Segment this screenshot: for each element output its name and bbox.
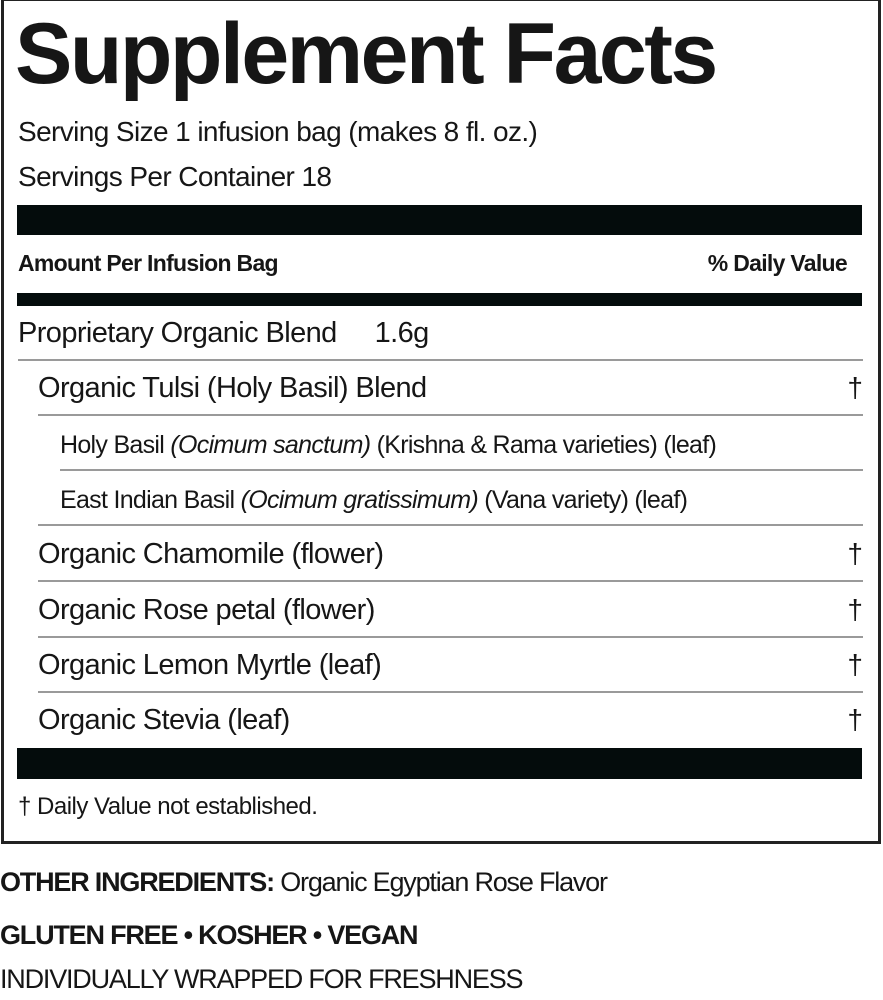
daily-value-header: % Daily Value: [707, 250, 848, 276]
ingredient-row: Organic Lemon Myrtle (leaf) †: [38, 638, 863, 693]
dagger-mark: †: [847, 594, 863, 625]
ingredient-name: Organic Stevia (leaf): [38, 704, 290, 736]
ingredient-name: Organic Chamomile (flower): [38, 538, 384, 570]
medium-divider: [17, 293, 862, 306]
ingredient-name: Organic Rose petal (flower): [38, 594, 375, 626]
ingredient-detail: (Krishna & Rama varieties) (leaf): [370, 431, 717, 459]
thick-divider: [17, 205, 862, 235]
packaging-note: INDIVIDUALLY WRAPPED FOR FRESHNESS: [0, 964, 524, 994]
ingredient-name: Holy Basil: [60, 431, 171, 459]
dagger-mark: †: [847, 372, 863, 403]
thick-divider: [17, 748, 862, 779]
blend-row: Proprietary Organic Blend 1.6g: [18, 306, 863, 361]
panel-title: Supplement Facts: [15, 6, 718, 102]
ingredient-row: Organic Stevia (leaf) †: [38, 693, 863, 748]
supplement-facts-panel: [1, 0, 881, 844]
dietary-claims: GLUTEN FREE • KOSHER • VEGAN: [0, 920, 419, 950]
dagger-mark: †: [847, 704, 863, 735]
dagger-mark: †: [847, 538, 863, 569]
ingredient-row: Organic Chamomile (flower) †: [38, 527, 863, 582]
other-ingredients-label: OTHER INGREDIENTS:: [0, 867, 275, 897]
ingredient-row: Organic Rose petal (flower) †: [38, 583, 863, 638]
amount-header: Amount Per Infusion Bag: [18, 250, 279, 276]
other-ingredients: OTHER INGREDIENTS: Organic Egyptian Rose…: [0, 866, 608, 898]
latin-name: (Ocimum sanctum): [170, 431, 371, 459]
ingredient-row: Holy Basil (Ocimum sanctum) (Krishna & R…: [60, 416, 863, 471]
ingredient-row: East Indian Basil (Ocimum gratissimum) (…: [38, 471, 863, 526]
ingredient-detail: (Vana variety) (leaf): [477, 486, 688, 514]
ingredient-row: Organic Tulsi (Holy Basil) Blend †: [38, 361, 863, 416]
blend-amount: 1.6g: [374, 317, 430, 349]
other-ingredients-value: Organic Egyptian Rose Flavor: [273, 867, 608, 897]
servings-per-container: Servings Per Container 18: [18, 161, 332, 192]
serving-size: Serving Size 1 infusion bag (makes 8 fl.…: [18, 116, 538, 147]
ingredient-name: Organic Tulsi (Holy Basil) Blend: [38, 372, 427, 404]
footnote: † Daily Value not established.: [18, 793, 318, 820]
blend-name: Proprietary Organic Blend: [18, 317, 337, 349]
dagger-mark: †: [847, 649, 863, 680]
ingredient-name: Organic Lemon Myrtle (leaf): [38, 649, 382, 681]
latin-name: (Ocimum gratissimum): [240, 486, 479, 514]
ingredient-name: East Indian Basil: [60, 486, 241, 514]
